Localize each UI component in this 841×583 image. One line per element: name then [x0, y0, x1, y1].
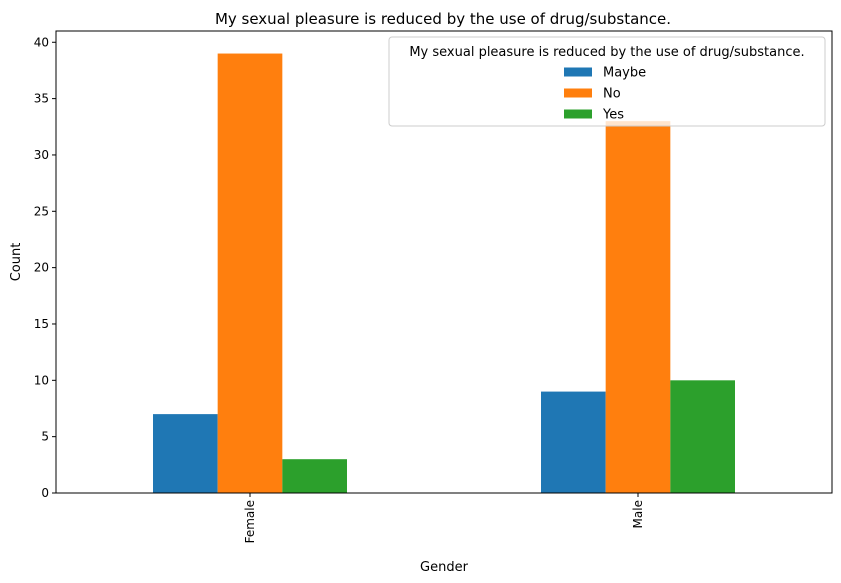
x-axis: Female Male [243, 493, 645, 543]
legend-swatch-maybe [564, 67, 592, 77]
y-axis: 0 5 10 15 20 25 30 35 40 [34, 35, 56, 500]
y-tick-label: 40 [34, 35, 49, 49]
y-tick-label: 25 [34, 204, 49, 218]
legend-label-maybe: Maybe [603, 66, 646, 81]
legend-label-no: No [603, 87, 621, 102]
legend-title: My sexual pleasure is reduced by the use… [409, 45, 804, 60]
y-tick-label: 0 [41, 486, 49, 500]
bar-yes-female [282, 459, 347, 493]
x-tick-label: Female [243, 500, 257, 543]
legend-swatch-yes [564, 109, 592, 119]
y-tick-label: 5 [41, 430, 49, 444]
bars-group [153, 53, 735, 494]
legend-box [388, 36, 826, 127]
bar-no-male [605, 121, 671, 494]
y-tick-label: 35 [34, 92, 49, 106]
y-tick-label: 10 [34, 373, 49, 387]
chart-title: My sexual pleasure is reduced by the use… [215, 10, 671, 28]
y-axis-label: Count [9, 243, 24, 282]
legend-swatch-no [564, 88, 592, 98]
y-tick-label: 30 [34, 148, 49, 162]
x-tick-label: Male [631, 500, 645, 528]
legend-label-yes: Yes [602, 108, 624, 123]
bar-maybe-female [153, 414, 218, 493]
legend: My sexual pleasure is reduced by the use… [388, 36, 826, 127]
x-axis-label: Gender [420, 560, 469, 575]
y-tick-label: 20 [34, 261, 49, 275]
y-tick-label: 15 [34, 317, 49, 331]
bar-maybe-male [541, 391, 606, 493]
bar-yes-male [670, 380, 735, 493]
bar-no-female [217, 53, 283, 493]
plot-frame [55, 30, 833, 494]
